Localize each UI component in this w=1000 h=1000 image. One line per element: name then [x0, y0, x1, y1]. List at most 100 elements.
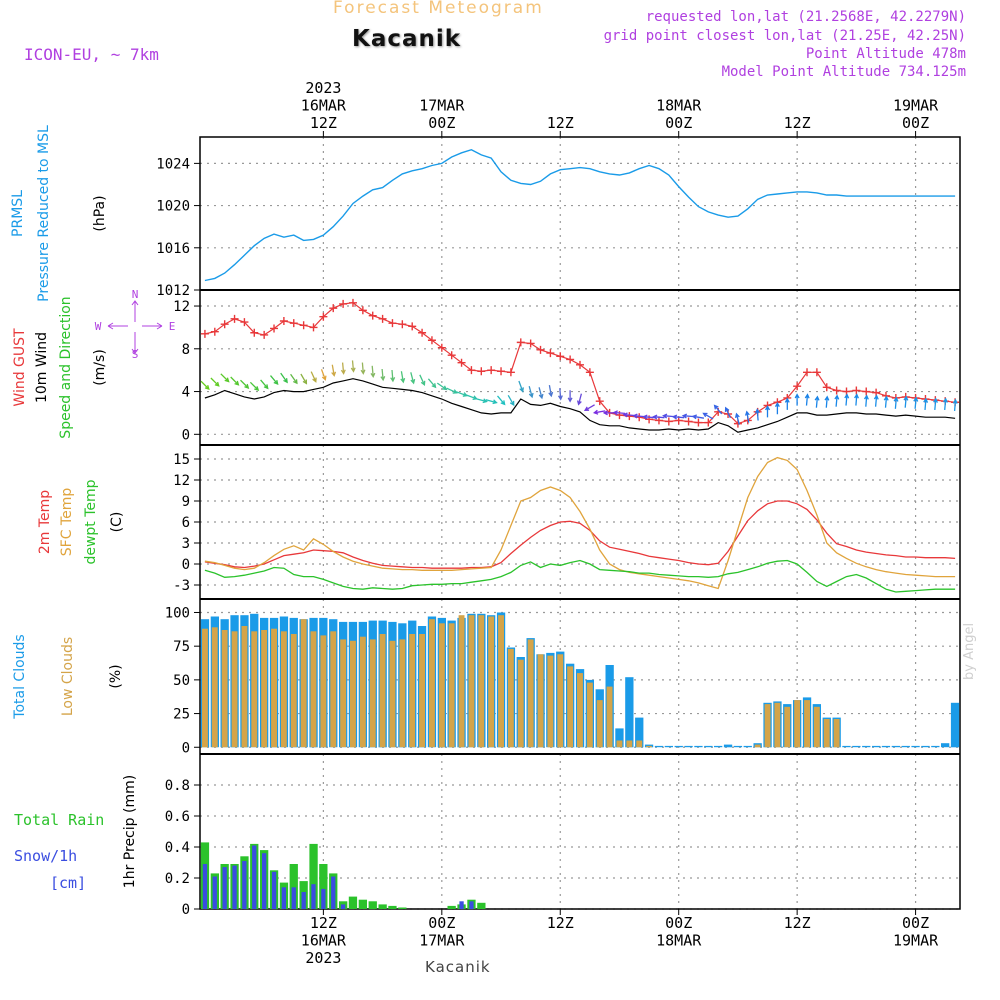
gust-marker	[418, 328, 427, 337]
gust-marker	[457, 358, 466, 367]
clouds-axis-label: Low Clouds	[60, 637, 76, 716]
low-cloud-bar	[488, 616, 495, 748]
gust-marker	[576, 360, 584, 369]
wind-direction-arrow	[210, 377, 220, 387]
rain-bar	[447, 905, 456, 909]
gust-marker	[822, 383, 831, 392]
low-cloud-bar	[409, 634, 416, 748]
snow-bar	[291, 887, 296, 909]
wind-direction-arrow	[824, 395, 830, 408]
chart-frame	[199, 136, 961, 910]
bottom-time-label: 00Z	[428, 914, 455, 932]
wind-direction-arrow	[456, 391, 468, 397]
top-time-label: 12Z	[547, 114, 574, 132]
wind-direction-arrow	[913, 396, 919, 409]
total-cloud-bar	[931, 745, 940, 748]
gust-marker	[220, 320, 229, 329]
rain-bar	[348, 896, 358, 909]
low-cloud-bar	[596, 700, 603, 748]
temperature-panel: -3 0 3 6 9 12 15 2m Temp SFC Temp dewpt Temp (C)	[37, 445, 960, 599]
gust-marker	[270, 324, 279, 333]
gust-marker	[803, 368, 812, 377]
low-cloud-bar	[478, 615, 485, 748]
wind-direction-arrow	[400, 371, 406, 384]
top-time-label: 19MAR	[893, 97, 939, 115]
low-cloud-bar	[231, 631, 238, 748]
wind-direction-arrow	[446, 387, 458, 394]
low-cloud-bar	[241, 626, 248, 748]
wind-direction-arrow	[528, 386, 534, 399]
bottom-time-label: 16MAR	[301, 932, 347, 950]
low-cloud-bar	[804, 700, 810, 748]
gust-marker	[664, 417, 673, 426]
wind-direction-arrow	[230, 376, 240, 386]
pressure-ytick-label: 1012	[156, 283, 190, 299]
low-cloud-bar	[517, 659, 524, 748]
gust-marker	[497, 367, 506, 376]
wind-direction-arrow	[863, 394, 869, 407]
pressure-axis-label: Pressure Reduced to MSL	[36, 125, 52, 302]
gust-marker	[595, 397, 604, 406]
snow-bar	[252, 845, 257, 909]
pressure-axis-label: PRMSL	[10, 190, 26, 237]
total-cloud-bar	[704, 745, 713, 748]
wind-direction-arrow	[583, 404, 595, 411]
wind-direction-arrow	[744, 410, 750, 423]
temperature-axis-label: SFC Temp	[59, 488, 75, 557]
wind-direction-arrow	[794, 393, 800, 406]
pressure-ytick-label: 1016	[156, 241, 190, 257]
temperature-axis-label: 2m Temp	[37, 490, 53, 554]
low-cloud-bar	[458, 615, 465, 748]
pressure-ytick-label: 1024	[156, 156, 190, 172]
wind-direction-arrow	[567, 390, 573, 403]
gust-marker	[210, 327, 219, 336]
gust-marker	[556, 352, 565, 361]
precip-ytick-label: 0.4	[165, 840, 190, 856]
gust-marker	[368, 311, 377, 320]
gust-marker	[358, 306, 367, 315]
low-cloud-bar	[547, 655, 554, 748]
temp-2m-line	[204, 500, 956, 569]
wind-direction-arrow	[903, 395, 909, 408]
total-cloud-bar	[733, 745, 743, 748]
wind-direction-arrow	[290, 373, 298, 385]
pressure-ytick-label: 1020	[156, 199, 190, 215]
low-cloud-bar	[537, 654, 544, 748]
total-cloud-bar	[674, 745, 683, 748]
wind-direction-arrow	[592, 409, 606, 415]
precip-ytick-label: 0.6	[165, 809, 190, 825]
low-cloud-bar	[271, 628, 277, 748]
low-cloud-bar	[359, 636, 366, 748]
wind-direction-arrow	[814, 395, 820, 408]
clouds-ytick-label: 75	[173, 639, 190, 655]
snow-bar	[469, 901, 474, 910]
low-cloud-bar	[429, 619, 435, 748]
low-cloud-bar	[626, 740, 633, 748]
temperature-ytick-label: 9	[182, 494, 190, 510]
wind-direction-arrow	[466, 394, 478, 401]
gust-marker	[319, 312, 328, 321]
compass-east: E	[169, 320, 176, 333]
gust-marker	[279, 317, 288, 325]
dewpoint-line	[204, 559, 956, 593]
clouds-ytick-label: 0	[182, 740, 190, 756]
wind-direction-arrow	[350, 360, 356, 373]
wind-axis-label: (m/s)	[92, 349, 108, 386]
gust-marker	[526, 339, 535, 348]
gust-marker	[793, 382, 802, 391]
wind-direction-arrow	[331, 364, 337, 377]
wind-direction-arrow	[270, 375, 279, 386]
bottom-time-label: 19MAR	[893, 932, 939, 950]
total-cloud-bar	[714, 745, 723, 748]
footer-location: Kacanik	[425, 958, 491, 976]
gust-marker	[408, 322, 417, 331]
low-cloud-bar	[202, 628, 208, 748]
gust-marker	[309, 323, 318, 332]
low-cloud-bar	[507, 648, 514, 748]
rain-bar	[289, 864, 298, 909]
wind-direction-arrow	[952, 398, 958, 411]
low-cloud-bar	[567, 666, 574, 748]
temperature-ytick-label: 3	[182, 536, 190, 552]
wind-direction-arrow	[765, 405, 771, 418]
